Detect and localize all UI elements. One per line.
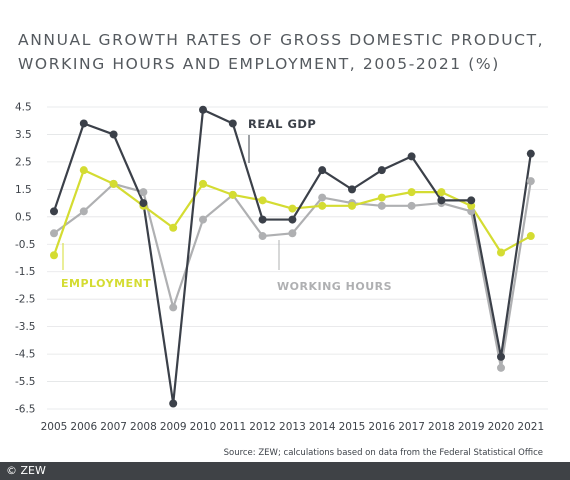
y-tick-label: 3.5	[15, 129, 32, 141]
x-tick-label: 2019	[458, 421, 485, 433]
data-point-employment	[318, 201, 327, 210]
data-point-working-hours	[377, 201, 386, 210]
y-tick-label: -1.5	[15, 266, 36, 278]
x-tick-label: 2021	[517, 421, 544, 433]
series-line-employment	[52, 169, 532, 256]
data-point-real-gdp	[169, 399, 178, 408]
data-point-working-hours	[407, 201, 416, 210]
data-point-real-gdp	[288, 215, 297, 224]
data-point-real-gdp	[199, 105, 207, 114]
x-tick-label: 2005	[41, 421, 68, 433]
data-point-real-gdp	[407, 152, 416, 161]
data-point-real-gdp	[497, 352, 505, 361]
data-point-real-gdp	[318, 166, 327, 175]
data-point-employment	[467, 201, 476, 210]
series-label-employment: EMPLOYMENT	[61, 277, 151, 290]
y-tick-label: -3.5	[15, 321, 36, 333]
y-tick-label: 0.5	[15, 211, 32, 223]
x-tick-label: 2017	[398, 421, 425, 433]
x-tick-label: 2011	[219, 421, 246, 433]
x-tick-label: 2006	[70, 421, 97, 433]
data-point-working-hours	[169, 303, 178, 312]
data-point-real-gdp	[526, 149, 535, 158]
x-tick-label: 2016	[368, 421, 395, 433]
data-point-working-hours	[467, 207, 476, 216]
data-point-employment	[199, 179, 207, 188]
x-tick-label: 2010	[190, 421, 217, 433]
x-tick-label: 2009	[160, 421, 187, 433]
data-point-working-hours	[318, 193, 327, 202]
x-tick-label: 2008	[130, 421, 157, 433]
data-point-employment	[228, 190, 237, 199]
data-point-working-hours	[199, 215, 207, 224]
x-tick-label: 2013	[279, 421, 306, 433]
data-point-real-gdp	[50, 207, 58, 216]
data-point-working-hours	[139, 188, 148, 197]
data-point-employment	[288, 204, 297, 213]
series-label-working-hours: WORKING HOURS	[277, 280, 392, 293]
y-tick-label: -5.5	[15, 376, 36, 388]
data-point-real-gdp	[377, 166, 386, 175]
series-label-real-gdp: REAL GDP	[248, 117, 316, 131]
chart-title-line-2: WORKING HOURS AND EMPLOYMENT, 2005-2021 …	[18, 55, 500, 73]
data-point-real-gdp	[228, 119, 237, 128]
data-point-employment	[258, 196, 267, 205]
y-tick-label: -4.5	[15, 349, 36, 361]
x-tick-label: 2015	[339, 421, 366, 433]
data-point-working-hours	[288, 229, 297, 238]
x-tick-label: 2020	[488, 421, 515, 433]
data-point-real-gdp	[348, 185, 356, 194]
data-point-real-gdp	[139, 199, 148, 208]
y-tick-label: 2.5	[15, 156, 32, 168]
data-point-real-gdp	[109, 130, 118, 139]
data-point-employment	[109, 179, 118, 188]
copyright-text: © ZEW	[6, 464, 46, 477]
data-point-employment	[407, 188, 416, 197]
data-point-working-hours	[497, 363, 505, 372]
data-point-working-hours	[258, 232, 267, 241]
data-point-employment	[50, 251, 58, 260]
x-tick-label: 2007	[100, 421, 127, 433]
data-point-real-gdp	[467, 196, 476, 205]
y-tick-label: -0.5	[15, 239, 36, 251]
x-tick-label: 2012	[249, 421, 276, 433]
data-point-employment	[348, 201, 356, 210]
data-point-employment	[169, 223, 178, 232]
data-point-employment	[377, 193, 386, 202]
source-note: Source: ZEW; calculations based on data …	[223, 448, 543, 458]
x-tick-label: 2014	[309, 421, 336, 433]
data-point-employment	[437, 188, 446, 197]
x-tick-label: 2018	[428, 421, 455, 433]
data-point-employment	[526, 232, 535, 241]
data-point-working-hours	[526, 177, 535, 186]
data-point-working-hours	[50, 229, 58, 238]
data-point-employment	[497, 248, 505, 257]
chart-title-line-1: ANNUAL GROWTH RATES OF GROSS DOMESTIC PR…	[18, 31, 545, 49]
y-tick-label: -2.5	[15, 294, 36, 306]
data-point-real-gdp	[79, 119, 88, 128]
data-point-working-hours	[79, 207, 88, 216]
data-point-real-gdp	[258, 215, 267, 224]
chart-title: ANNUAL GROWTH RATES OF GROSS DOMESTIC PR…	[18, 28, 558, 76]
y-tick-label: -6.5	[15, 404, 36, 416]
data-point-real-gdp	[437, 196, 446, 205]
data-point-employment	[79, 166, 88, 175]
footer-bar: © ZEW	[0, 462, 570, 480]
y-tick-label: 4.5	[15, 102, 32, 114]
series-line-real-gdp	[52, 108, 532, 405]
y-tick-label: 1.5	[15, 184, 32, 196]
